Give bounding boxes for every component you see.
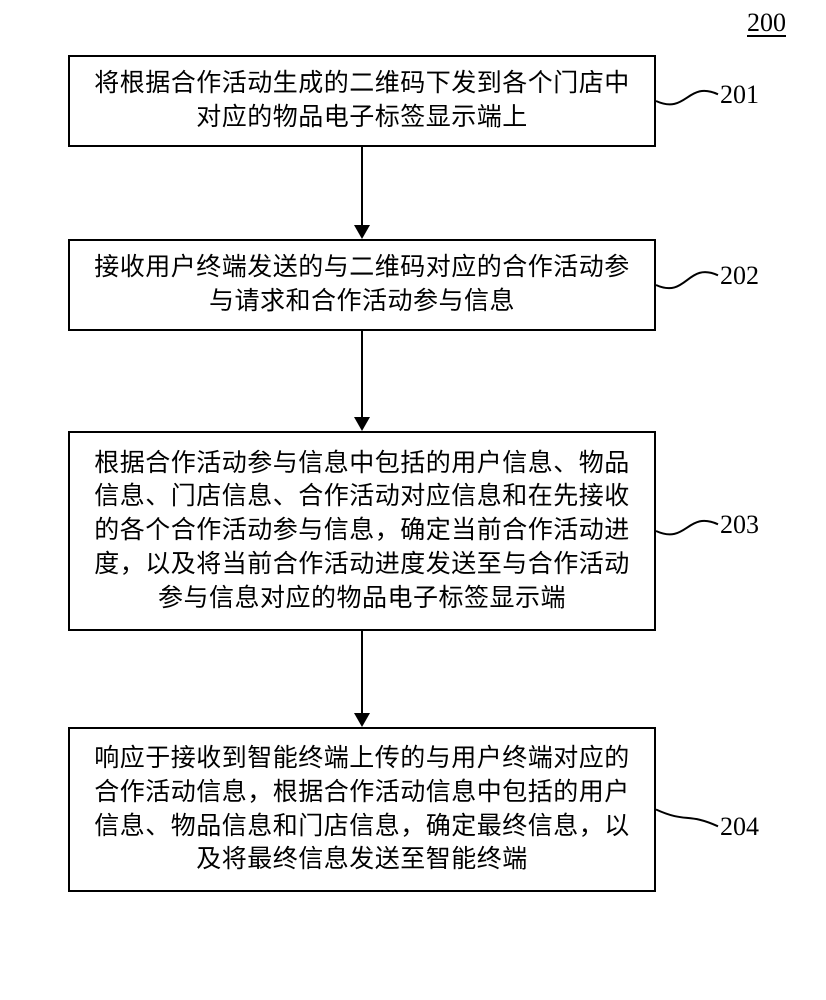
step-text-204: 响应于接收到智能终端上传的与用户终端对应的合作活动信息，根据合作活动信息中包括的…	[86, 742, 638, 877]
step-box-202: 接收用户终端发送的与二维码对应的合作活动参与请求和合作活动参与信息	[68, 239, 656, 331]
arrow-3	[354, 631, 370, 727]
arrow-head-1	[354, 225, 370, 239]
step-text-203: 根据合作活动参与信息中包括的用户信息、物品信息、门店信息、合作活动对应信息和在先…	[86, 447, 638, 616]
figure-number: 200	[747, 8, 786, 38]
flowchart: 将根据合作活动生成的二维码下发到各个门店中对应的物品电子标签显示端上 接收用户终…	[68, 55, 656, 892]
arrow-1	[354, 147, 370, 239]
step-box-201: 将根据合作活动生成的二维码下发到各个门店中对应的物品电子标签显示端上	[68, 55, 656, 147]
arrow-2	[354, 331, 370, 431]
step-label-204: 204	[720, 812, 759, 842]
arrow-line-2	[361, 331, 363, 417]
step-label-203: 203	[720, 510, 759, 540]
arrow-head-2	[354, 417, 370, 431]
step-text-202: 接收用户终端发送的与二维码对应的合作活动参与请求和合作活动参与信息	[86, 251, 638, 319]
step-label-202: 202	[720, 261, 759, 291]
arrow-line-3	[361, 631, 363, 713]
arrow-head-3	[354, 713, 370, 727]
step-label-201: 201	[720, 80, 759, 110]
arrow-line-1	[361, 147, 363, 225]
step-box-204: 响应于接收到智能终端上传的与用户终端对应的合作活动信息，根据合作活动信息中包括的…	[68, 727, 656, 892]
step-box-203: 根据合作活动参与信息中包括的用户信息、物品信息、门店信息、合作活动对应信息和在先…	[68, 431, 656, 631]
step-text-201: 将根据合作活动生成的二维码下发到各个门店中对应的物品电子标签显示端上	[86, 67, 638, 135]
